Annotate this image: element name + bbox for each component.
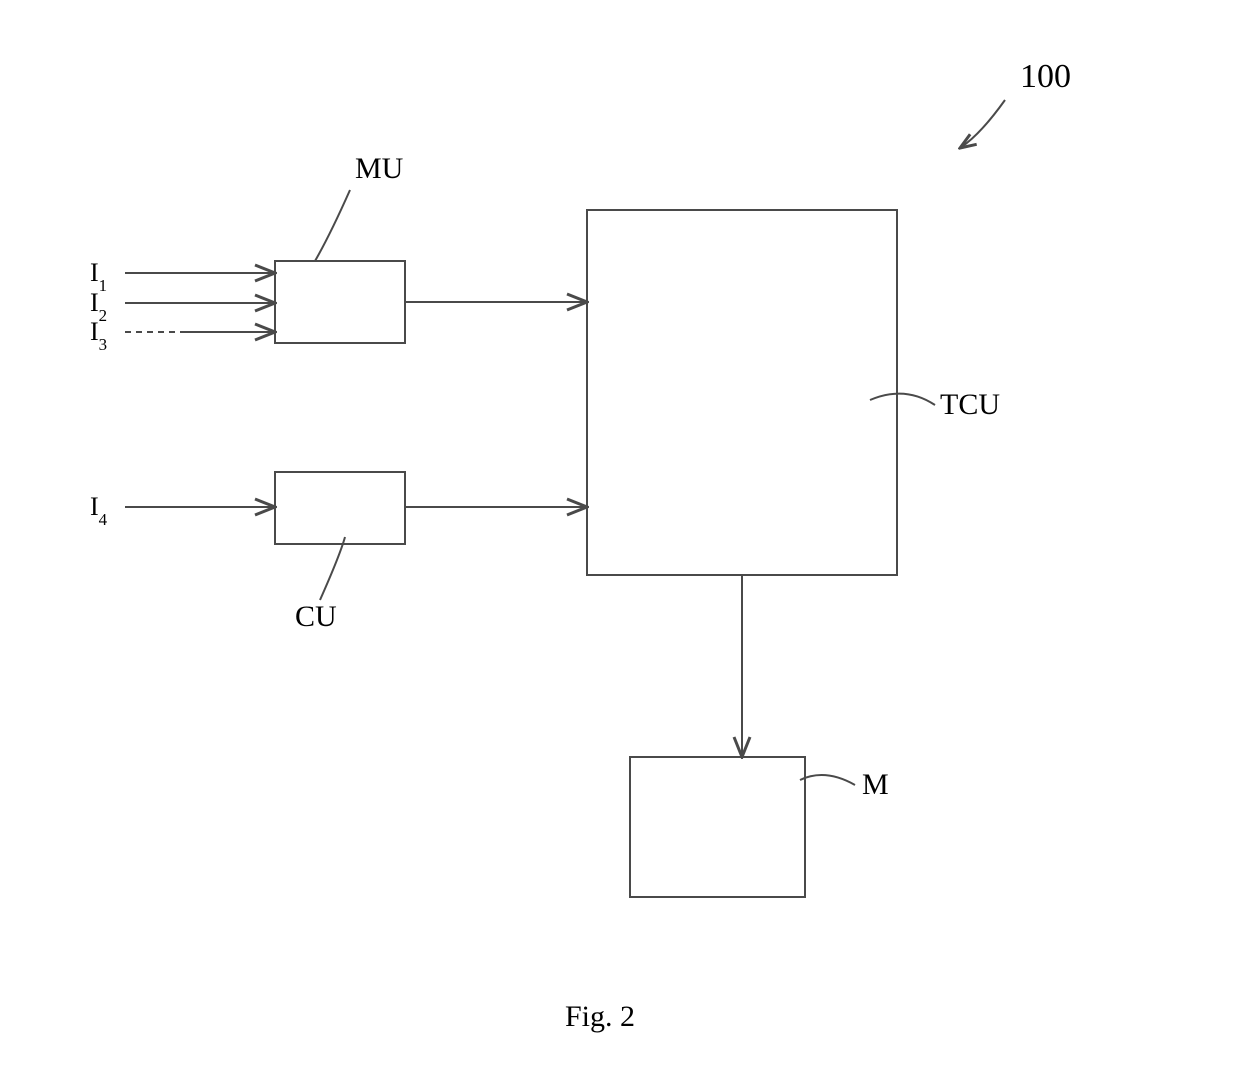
leader-mu	[315, 190, 350, 261]
label-mu: MU	[355, 152, 403, 186]
label-i3: I3	[90, 317, 107, 351]
figure-label: Fig. 2	[565, 1000, 635, 1034]
m-box	[630, 757, 805, 897]
label-cu: CU	[295, 600, 337, 634]
diagram-svg	[0, 0, 1240, 1092]
cu-box	[275, 472, 405, 544]
leader-cu	[320, 537, 345, 600]
leader-tcu	[870, 394, 935, 405]
label-i4: I4	[90, 492, 107, 526]
label-tcu: TCU	[940, 388, 1000, 422]
leader-m	[800, 775, 855, 785]
leader-ref100	[960, 100, 1005, 148]
diagram-container: I1 I2 I3 I4 MU CU TCU M 100 Fig. 2	[0, 0, 1240, 1092]
label-reference-100: 100	[1020, 58, 1071, 96]
tcu-box	[587, 210, 897, 575]
mu-box	[275, 261, 405, 343]
label-m: M	[862, 768, 889, 802]
